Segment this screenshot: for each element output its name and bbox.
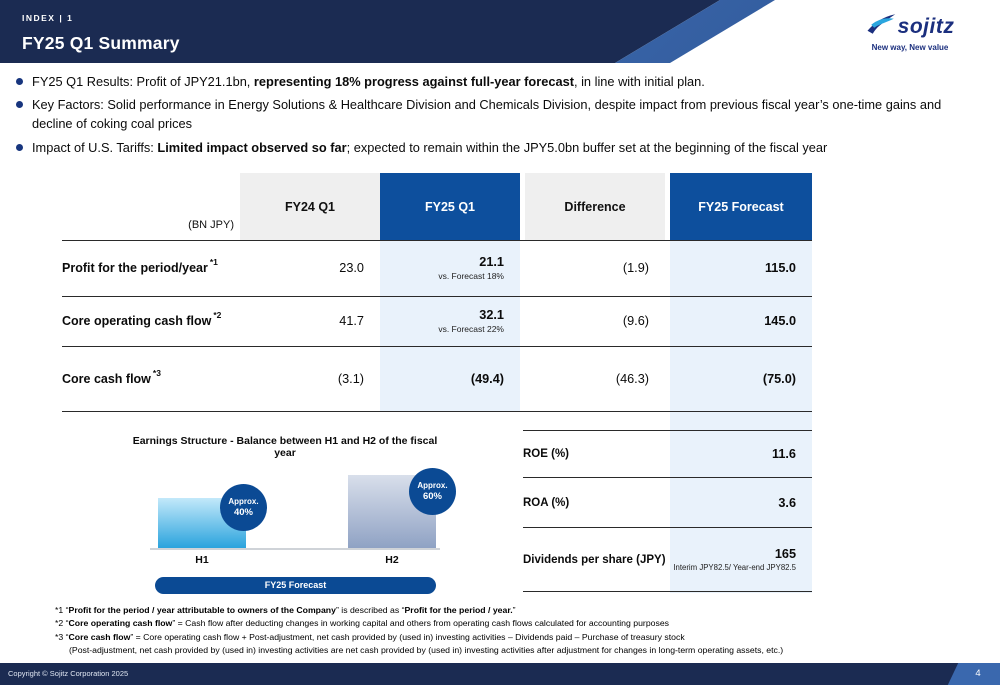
sojitz-logo-mark-icon — [866, 12, 896, 41]
column-header-fy25q1: FY25 Q1 — [380, 173, 520, 240]
page-title: FY25 Q1 Summary — [22, 33, 180, 53]
bullet-key-factors-text: Key Factors: Solid performance in Energy… — [32, 97, 942, 132]
vs-forecast-note: vs. Forecast 22% — [438, 324, 504, 334]
chart-category-h2: H2 — [385, 554, 399, 566]
column-header-difference: Difference — [525, 173, 665, 240]
footnote-ref: *2 — [213, 310, 222, 320]
cell-forecast: 115.0 — [764, 261, 796, 275]
cell-difference: (9.6) — [622, 314, 649, 328]
chart-category-h1: H1 — [195, 554, 209, 566]
forecast-column-highlight — [670, 240, 812, 593]
row-label: Core operating cash flow — [62, 314, 212, 328]
chart-baseline — [150, 548, 440, 550]
metric-value: 3.6 — [778, 495, 796, 510]
row-label: Profit for the period/year — [62, 261, 208, 275]
bullet-tariffs-text: Impact of U.S. Tariffs: Limited impact o… — [32, 139, 828, 155]
chart-badge-h1: Approx. 40% — [220, 484, 267, 531]
page-number-background — [947, 663, 1000, 685]
row-label: Core cash flow — [62, 371, 151, 386]
footnote-ref: *3 — [152, 367, 161, 378]
chart-badge-h2: Approx. 60% — [409, 468, 456, 515]
sojitz-logo-text: sojitz — [897, 14, 955, 38]
bullet-tariffs: Impact of U.S. Tariffs: Limited impact o… — [16, 138, 984, 157]
cell-fy25: 32.1 vs. Forecast 22% — [438, 308, 504, 334]
table-row-profit: Profit for the period/year *1 23.0 21.1 vs… — [62, 240, 812, 296]
metric-row-dividends: Dividends per share (JPY) 165 Interim JPY… — [523, 528, 812, 592]
bullet-results-text: FY25 Q1 Results: Profit of JPY21.1bn, re… — [32, 74, 705, 89]
footnotes: *1 “Profit for the period / year attribu… — [55, 604, 955, 658]
cell-fy25: (49.4) — [470, 371, 504, 386]
table-line — [62, 411, 812, 412]
index-label: INDEX | 1 — [22, 13, 74, 23]
cell-forecast: 145.0 — [764, 314, 796, 328]
column-header-fy24q1: FY24 Q1 — [240, 173, 380, 240]
unit-label: (BN JPY) — [188, 219, 234, 231]
footnote-1: *1 “Profit for the period / year attribu… — [55, 605, 516, 615]
vs-forecast-note: vs. Forecast 18% — [438, 271, 504, 281]
copyright-text: Copyright © Sojitz Corporation 2025 — [8, 669, 129, 678]
page-number: 4 — [975, 668, 981, 679]
bullet-key-factors: Key Factors: Solid performance in Energy… — [16, 95, 984, 133]
metric-label: ROA (%) — [523, 496, 570, 509]
bullet-dot-icon — [16, 143, 23, 151]
fy25q1-column-highlight — [380, 240, 520, 411]
footer-bar: Copyright © Sojitz Corporation 2025 4 — [0, 663, 1000, 685]
chart-forecast-pill: FY25 Forecast — [155, 577, 436, 594]
table-line — [62, 240, 812, 241]
cell-difference: (46.3) — [615, 371, 649, 386]
footnote-3: *3 “Core cash flow” = Core operating cas… — [55, 631, 685, 642]
table-row-core-operating-cash-flow: Core operating cash flow *2 41.7 32.1 vs. … — [62, 296, 812, 346]
cell-fy24: 41.7 — [339, 314, 364, 328]
cell-fy24: (3.1) — [337, 371, 364, 386]
metric-row-roa: ROA (%) 3.6 — [523, 478, 812, 528]
cell-forecast: (75.0) — [762, 371, 796, 386]
summary-bullets: FY25 Q1 Results: Profit of JPY21.1bn, re… — [16, 72, 984, 161]
sojitz-logo: sojitz New way, New value — [850, 12, 970, 52]
metric-value: 165 Interim JPY82.5/ Year-end JPY82.5 — [673, 547, 796, 572]
footnote-3-continued: (Post-adjustment, net cash provided by (… — [69, 645, 784, 656]
header: INDEX | 1 FY25 Q1 Summary sojitz New way… — [0, 0, 1000, 63]
chart-title: Earnings Structure - Balance between H1 … — [132, 435, 438, 459]
cell-difference: (1.9) — [622, 261, 649, 275]
header-navy-band — [0, 0, 720, 63]
footnote-ref: *1 — [209, 257, 218, 267]
bullet-dot-icon — [16, 78, 23, 85]
table-row-core-cash-flow: Core cash flow *3 (3.1) (49.4) (46.3) (75… — [62, 346, 812, 411]
table-line — [62, 296, 812, 297]
bullet-results: FY25 Q1 Results: Profit of JPY21.1bn, re… — [16, 72, 984, 91]
cell-fy25: 21.1 vs. Forecast 18% — [438, 255, 504, 281]
dividend-breakdown: Interim JPY82.5/ Year-end JPY82.5 — [673, 563, 796, 572]
metric-label: Dividends per share (JPY) — [523, 553, 666, 566]
cell-fy24: 23.0 — [339, 261, 364, 275]
bullet-dot-icon — [16, 101, 23, 109]
column-header-fy25-forecast: FY25 Forecast — [670, 173, 812, 240]
footnote-2: *2 “Core operating cash flow” = Cash flo… — [55, 618, 670, 629]
table-line — [62, 346, 812, 347]
metric-value: 11.6 — [772, 447, 796, 461]
logo-tagline: New way, New value — [871, 43, 949, 52]
metric-row-roe: ROE (%) 11.6 — [523, 430, 812, 478]
metric-label: ROE (%) — [523, 448, 569, 460]
